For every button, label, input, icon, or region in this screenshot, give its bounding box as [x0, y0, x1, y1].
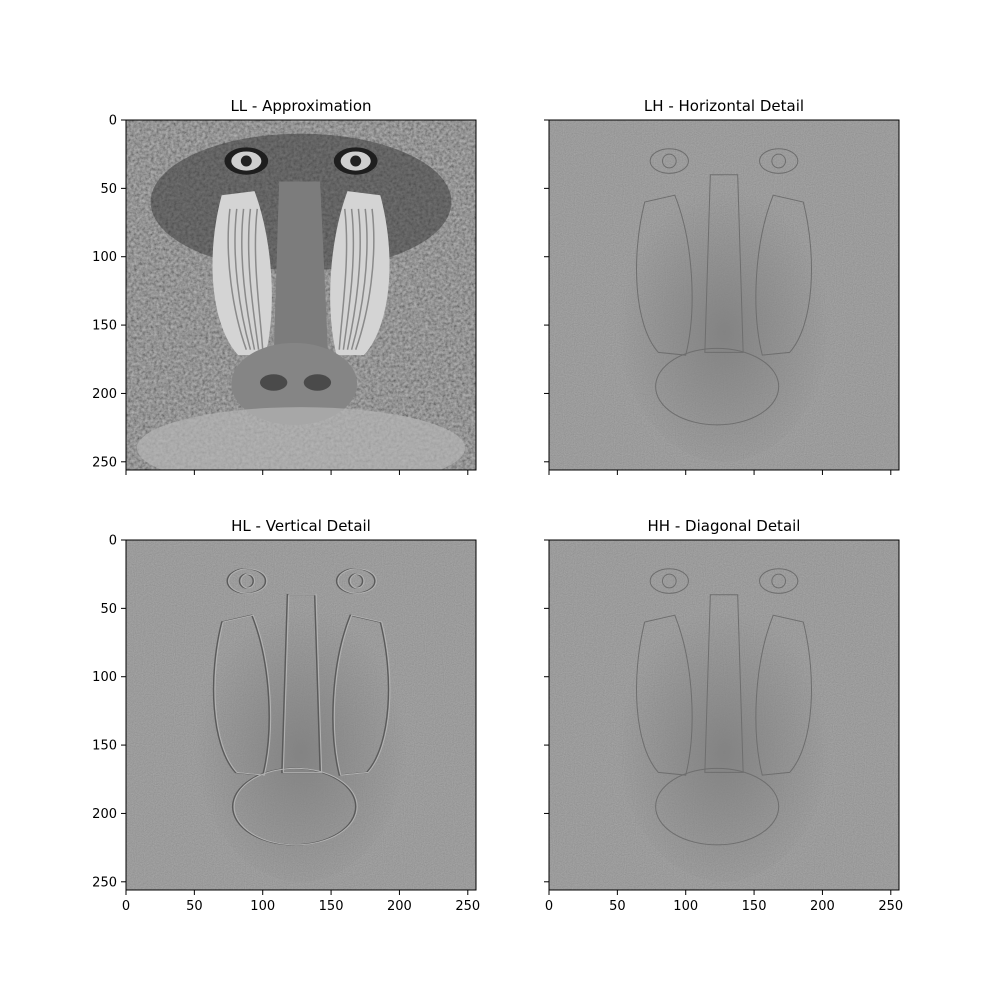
y-tick-label: 50 [100, 182, 117, 197]
pupil-shape [661, 153, 677, 169]
right-eye-shape [759, 148, 799, 174]
x-tick-label: 50 [186, 899, 203, 914]
y-tick-label: 0 [109, 114, 117, 129]
left-cheek-shape [214, 614, 272, 776]
left-cheek-shape [636, 194, 693, 356]
image-area [126, 120, 476, 470]
x-tick-label: 200 [810, 899, 835, 914]
image-area [549, 540, 899, 890]
x-tick-label: 100 [250, 899, 275, 914]
x-tick-label: 0 [122, 899, 130, 914]
muzzle-shape [655, 767, 780, 846]
y-tick-label: 0 [109, 534, 117, 549]
x-tick-label: 150 [742, 899, 767, 914]
panel-1: LL - Approximation 0 50 100 150 200 250 [92, 97, 477, 475]
x-tick-label: 100 [673, 899, 698, 914]
right-cheek-shape [332, 614, 390, 776]
right-eye-shape [759, 568, 799, 594]
y-tick-label: 250 [92, 875, 117, 890]
nose-ridge-shape [704, 594, 744, 773]
x-tick-label: 0 [545, 899, 553, 914]
left-eye-shape [649, 148, 689, 174]
y-tick-label: 150 [92, 739, 117, 754]
nose-ridge-shape [704, 174, 744, 353]
right-eye-shape [337, 568, 377, 594]
panel-3: HL - Vertical Detail 0 50 100 150 200 250 0 50 10… [92, 517, 480, 914]
right-cheek-shape [755, 614, 812, 776]
x-tick-label: 200 [387, 899, 412, 914]
panel-2: LH - Horizontal Detail [544, 97, 900, 475]
left-eye-shape [649, 568, 689, 594]
pupil-shape [771, 573, 787, 589]
left-cheek-shape [636, 614, 693, 776]
axes-frame [125, 119, 477, 471]
right-cheek-shape [333, 614, 391, 776]
y-tick-label: 50 [100, 602, 117, 617]
pupil-shape [771, 153, 787, 169]
x-tick-label: 50 [609, 899, 626, 914]
x-tick-label: 250 [455, 899, 480, 914]
x-tick-label: 150 [319, 899, 344, 914]
panels: LL - Approximation 0 50 100 150 200 250 LH - Ho… [92, 97, 903, 914]
y-tick-label: 100 [92, 670, 117, 685]
y-tick-label: 100 [92, 250, 117, 265]
panel-title: LL - Approximation [230, 97, 371, 115]
y-tick-label: 200 [92, 387, 117, 402]
axes-frame [125, 539, 477, 891]
y-tick-label: 250 [92, 455, 117, 470]
right-cheek-shape [755, 194, 812, 356]
pupil-shape [661, 573, 677, 589]
muzzle-shape [233, 767, 358, 846]
image-area [126, 540, 476, 890]
left-eye-shape [228, 568, 268, 594]
pupil-shape [240, 573, 256, 589]
y-tick-label: 150 [92, 319, 117, 334]
panel-title: HL - Vertical Detail [231, 517, 371, 535]
panel-title: LH - Horizontal Detail [644, 97, 804, 115]
y-tick-label: 200 [92, 807, 117, 822]
axes-frame [548, 119, 900, 471]
axes-frame [548, 539, 900, 891]
image-area [549, 120, 899, 470]
pupil-shape [349, 573, 365, 589]
muzzle-shape [655, 347, 780, 426]
nose-ridge-shape [282, 594, 323, 773]
panel-4: HH - Diagonal Detail 0 50 100 150 200 250 [544, 517, 903, 914]
panel-title: HH - Diagonal Detail [648, 517, 801, 535]
x-tick-label: 250 [878, 899, 903, 914]
